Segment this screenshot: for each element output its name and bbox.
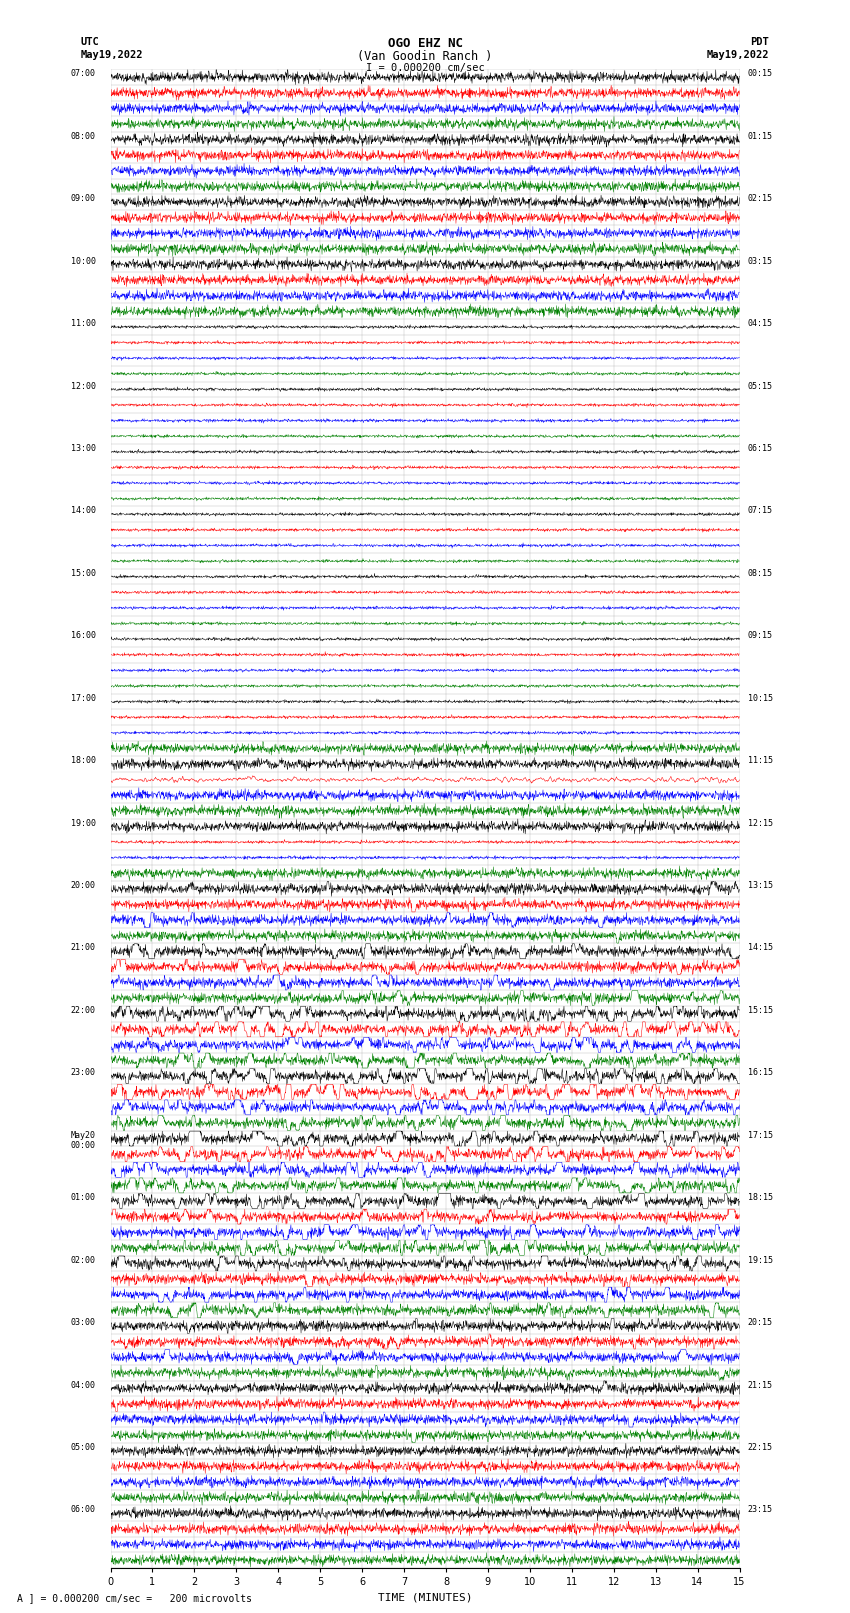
Text: 16:00: 16:00 [71,631,96,640]
Text: 12:00: 12:00 [71,382,96,390]
Text: 04:15: 04:15 [748,319,773,327]
Text: 11:15: 11:15 [748,756,773,765]
Text: 00:15: 00:15 [748,69,773,79]
Text: 15:15: 15:15 [748,1007,773,1015]
Text: 05:15: 05:15 [748,382,773,390]
Text: 21:15: 21:15 [748,1381,773,1389]
Text: 01:00: 01:00 [71,1194,96,1202]
Text: (Van Goodin Ranch ): (Van Goodin Ranch ) [357,50,493,63]
Text: UTC: UTC [81,37,99,47]
Text: 23:15: 23:15 [748,1505,773,1515]
Text: 14:00: 14:00 [71,506,96,516]
Text: 11:00: 11:00 [71,319,96,327]
Text: 02:15: 02:15 [748,194,773,203]
Text: 22:00: 22:00 [71,1007,96,1015]
Text: A ] = 0.000200 cm/sec =   200 microvolts: A ] = 0.000200 cm/sec = 200 microvolts [17,1594,252,1603]
Text: 18:00: 18:00 [71,756,96,765]
Text: 03:15: 03:15 [748,256,773,266]
Text: 20:15: 20:15 [748,1318,773,1327]
Text: 09:00: 09:00 [71,194,96,203]
Text: 19:00: 19:00 [71,819,96,827]
Text: 14:15: 14:15 [748,944,773,952]
Text: 18:15: 18:15 [748,1194,773,1202]
Text: 20:00: 20:00 [71,881,96,890]
Text: 04:00: 04:00 [71,1381,96,1389]
Text: 22:15: 22:15 [748,1444,773,1452]
Text: 06:00: 06:00 [71,1505,96,1515]
Text: 23:00: 23:00 [71,1068,96,1077]
Text: May19,2022: May19,2022 [706,50,769,60]
Text: 05:00: 05:00 [71,1444,96,1452]
Text: 09:15: 09:15 [748,631,773,640]
Text: 07:15: 07:15 [748,506,773,516]
Text: 02:00: 02:00 [71,1255,96,1265]
Text: 19:15: 19:15 [748,1255,773,1265]
Text: 17:00: 17:00 [71,694,96,703]
Text: 12:15: 12:15 [748,819,773,827]
Text: 13:00: 13:00 [71,444,96,453]
Text: 17:15: 17:15 [748,1131,773,1140]
Text: 16:15: 16:15 [748,1068,773,1077]
Text: OGO EHZ NC: OGO EHZ NC [388,37,462,50]
X-axis label: TIME (MINUTES): TIME (MINUTES) [377,1592,473,1602]
Text: 10:15: 10:15 [748,694,773,703]
Text: 13:15: 13:15 [748,881,773,890]
Text: 03:00: 03:00 [71,1318,96,1327]
Text: PDT: PDT [751,37,769,47]
Text: 07:00: 07:00 [71,69,96,79]
Text: 06:15: 06:15 [748,444,773,453]
Text: 10:00: 10:00 [71,256,96,266]
Text: May19,2022: May19,2022 [81,50,144,60]
Text: 08:15: 08:15 [748,569,773,577]
Text: 01:15: 01:15 [748,132,773,140]
Text: 21:00: 21:00 [71,944,96,952]
Text: May20
00:00: May20 00:00 [71,1131,96,1150]
Text: I = 0.000200 cm/sec: I = 0.000200 cm/sec [366,63,484,73]
Text: 15:00: 15:00 [71,569,96,577]
Text: 08:00: 08:00 [71,132,96,140]
